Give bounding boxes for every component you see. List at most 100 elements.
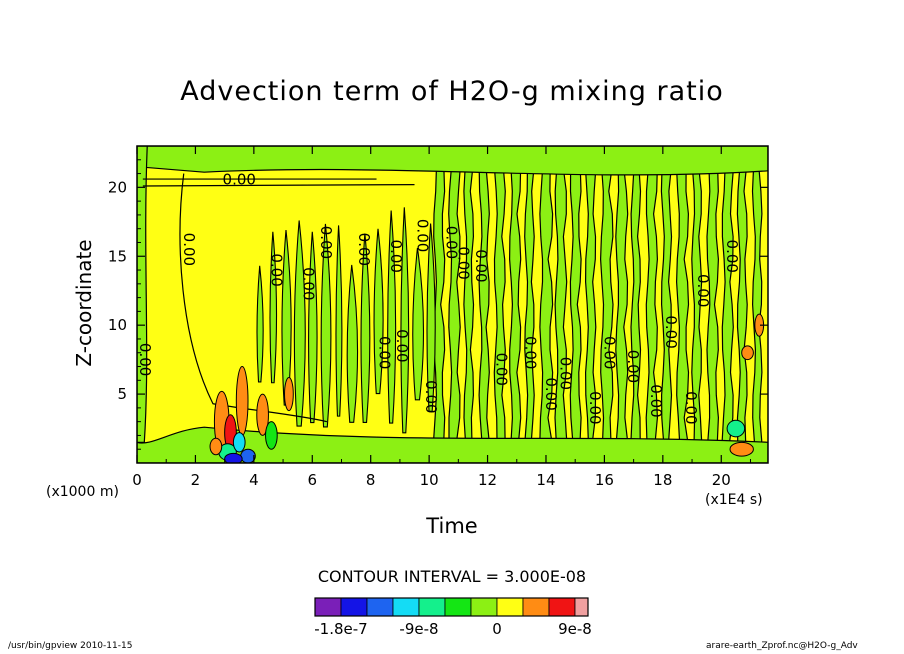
y-tick-label: 10: [108, 316, 127, 334]
contour-label: 0.00: [267, 253, 285, 286]
contour-band: [615, 146, 629, 463]
contour-label: 0.00: [387, 240, 405, 273]
contour-line: [142, 178, 415, 187]
contour-label: 0.00: [522, 336, 540, 369]
colorbar-tick-label: 9e-8: [558, 620, 592, 638]
contour-line: [179, 173, 328, 423]
contour-label: 0.00: [472, 249, 490, 282]
contour-band: [448, 146, 461, 463]
contour-blob: [741, 345, 754, 361]
colorbar-tick-label: 0: [492, 620, 502, 638]
axis-ticks: 0 2 4 6 8 10 12 14 16 18 20 5 10 15 20: [108, 146, 768, 489]
contour-band: [721, 146, 735, 463]
contour-label: 0.00: [662, 315, 680, 348]
contour-left-strip: [137, 146, 148, 443]
contour-label: 0.00: [492, 353, 510, 386]
x-tick-label: 6: [308, 471, 318, 489]
contour-band: [751, 146, 763, 463]
x-tick-label: 10: [420, 471, 439, 489]
x-tick-label: 14: [536, 471, 555, 489]
contour-label: 0.00: [223, 171, 256, 189]
contour-streak: [360, 233, 371, 423]
contour-top-layer: [137, 146, 768, 176]
contour-labels: 0.00 0.00 0.00 0.00 0.00 0.00 0.00 0.00 0.00 0.00…: [136, 171, 741, 425]
contour-label: 0.00: [413, 219, 431, 252]
contour-band: [554, 146, 568, 463]
contour-band: [660, 146, 673, 463]
contour-label: 0.00: [723, 240, 741, 273]
contour-band: [463, 146, 475, 463]
x-tick-label: 20: [712, 471, 731, 489]
contour-blob: [726, 419, 746, 438]
contour-band: [478, 146, 490, 463]
contour-label: 0.00: [355, 233, 373, 266]
contour-label: 0.00: [375, 336, 393, 369]
contour-streak: [293, 220, 306, 427]
contour-band: [539, 146, 554, 463]
contour-blob: [284, 377, 294, 412]
x-tick-label: 4: [249, 471, 259, 489]
x-axis-unit: (x1E4 s): [705, 492, 763, 508]
contour-bottom-layer: [137, 426, 768, 463]
contour-band: [645, 146, 659, 463]
colorbar-swatch: [314, 597, 342, 617]
contour-streak: [269, 231, 278, 384]
contour-label: 0.00: [682, 391, 700, 424]
contour-streak: [308, 231, 318, 424]
footer-right: arare-earth_Zprof.nc@H2O-g_Adv: [706, 641, 858, 651]
contour-label: 0.00: [180, 233, 198, 266]
x-tick-label: 0: [132, 471, 142, 489]
chart-title: Advection term of H2O-g mixing ratio: [180, 76, 724, 107]
colorbar-swatch: [496, 597, 524, 617]
contour-blob: [232, 432, 246, 453]
x-tick-label: 18: [653, 471, 672, 489]
footer-left: /usr/bin/gpview 2010-11-15: [8, 641, 133, 651]
x-tick-label: 8: [366, 471, 376, 489]
contour-band: [675, 146, 690, 463]
contour-band: [736, 146, 748, 463]
contour-band: [569, 146, 582, 463]
contour-label: 0.00: [300, 267, 318, 300]
contour-streak: [346, 264, 359, 423]
colorbar-swatch: [522, 597, 550, 617]
contour-streak: [335, 225, 343, 417]
contour-streak: [426, 223, 436, 412]
contour-blob: [235, 366, 249, 436]
colorbar-tick-label: -1.8e-7: [314, 620, 367, 638]
colorbar-swatch: [340, 597, 368, 617]
contour-band: [630, 146, 642, 463]
contour-label: 0.00: [317, 226, 335, 259]
colorbar-swatch: [574, 597, 589, 617]
plot-frame: [136, 145, 769, 464]
contour-blob: [209, 437, 223, 456]
contour-label: 0.00: [647, 384, 665, 417]
colorbar-swatch: [418, 597, 446, 617]
contour-streak: [400, 207, 410, 434]
y-tick-label: 15: [108, 247, 127, 265]
contour-band: [493, 146, 506, 463]
contour-label: 0.00: [600, 336, 618, 369]
contour-streak: [373, 228, 384, 395]
x-tick-label: 12: [478, 471, 497, 489]
contour-label: 0.00: [542, 377, 560, 410]
colorbar-swatch: [444, 597, 472, 617]
contour-label: 0.00: [557, 357, 575, 390]
contour-blob: [729, 441, 754, 457]
contour-band: [524, 146, 535, 463]
contour-label: 0.00: [443, 226, 461, 259]
colorbar-swatch: [366, 597, 394, 617]
contour-label: 0.00: [624, 350, 642, 383]
contour-band: [691, 146, 703, 463]
contour-interval: CONTOUR INTERVAL = 3.000E-08: [317, 567, 587, 586]
y-tick-label: 20: [108, 178, 127, 196]
colorbar-tick-label: -9e-8: [399, 620, 438, 638]
contour-label: 0.00: [136, 343, 154, 376]
contour-label: 0.00: [422, 380, 440, 413]
contour-band: [599, 146, 614, 463]
colorbar-swatch: [548, 597, 576, 617]
contour-band: [508, 146, 522, 463]
x-axis-label: Time: [426, 514, 478, 538]
contour-streak: [320, 223, 332, 428]
